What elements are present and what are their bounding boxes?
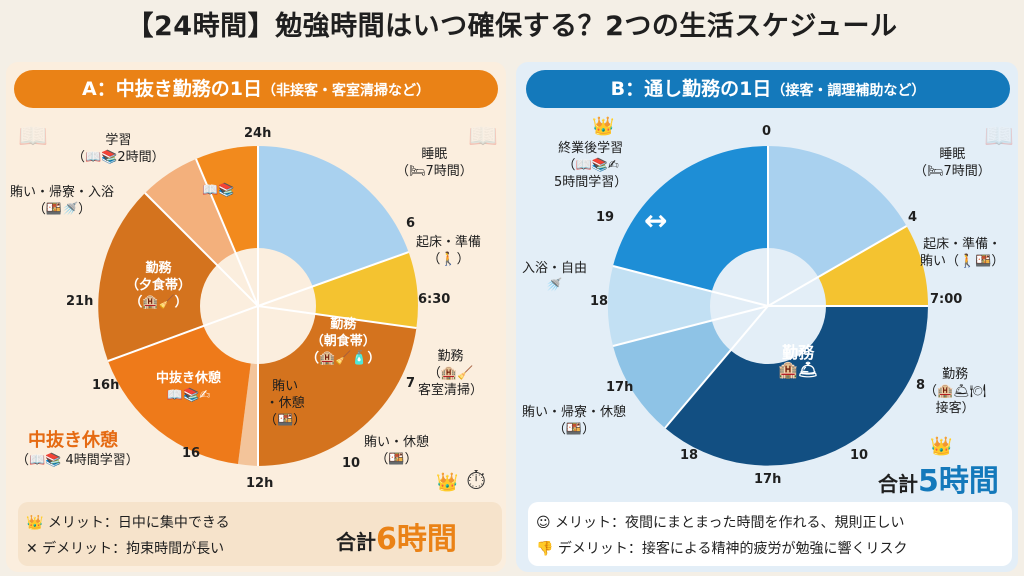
label-work: 勤務 （🏨🛎🍽 接客） xyxy=(924,367,987,416)
tick-6: 6 xyxy=(406,216,416,231)
crown-icon: 👑 xyxy=(930,436,953,457)
inner-break: 中抜き休憩 📖📚✍ xyxy=(156,371,222,403)
summary-b: ☺ メリット：夜間にまとまった時間を作れる、規則正しい 👎 デメリット：接客によ… xyxy=(528,502,1012,566)
summary-a: 👑 メリット：日中に集中できる ✕ デメリット：拘束時間が長い 合計6時間 xyxy=(18,502,502,566)
inner-study-icon: 📖📚 xyxy=(202,183,235,198)
tick-12h: 12h xyxy=(246,476,274,491)
tick-16h: 16h xyxy=(92,378,120,393)
callout-break-sub: （📖📚 4時間学習） xyxy=(16,453,139,468)
label-wake: 起床・準備 （🚶） xyxy=(416,235,482,267)
page-title: 【24時間】勉強時間はいつ確保する？2つの生活スケジュール xyxy=(126,11,898,42)
book-icon: 📖 xyxy=(18,122,48,150)
merit-a: 👑 メリット：日中に集中できる xyxy=(26,515,230,531)
tick-21h: 21h xyxy=(66,294,94,309)
tick-10: 10 xyxy=(850,448,869,463)
stopwatch-icon: ⏱ xyxy=(466,466,487,496)
inner-rest: 賄い ・休憩 （🍱） xyxy=(264,379,307,428)
demerit-a: ✕ デメリット：拘束時間が長い xyxy=(26,541,225,557)
callout-break: 中抜き休憩 xyxy=(28,430,118,451)
book-icon: 📖 xyxy=(984,122,1014,150)
tick-10: 10 xyxy=(342,456,361,471)
tick-700: 7:00 xyxy=(930,292,963,307)
merit-b: ☺ メリット：夜間にまとまった時間を作れる、規則正しい xyxy=(536,515,905,531)
chart-b xyxy=(607,145,928,466)
inner-morning: 勤務 （朝食帯） （🏨🧹🧴） xyxy=(306,317,381,366)
label-meal: 賄い・帰寮・入浴 （🍱🚿） xyxy=(10,185,115,217)
total-b: 合計5時間 xyxy=(878,464,999,499)
double-arrow-icon: ↔ xyxy=(644,204,668,237)
label-work: 勤務 （🏨🧹 客室清掃） xyxy=(418,349,484,398)
label-meal: 賄い・帰寮・休憩 （🍱） xyxy=(522,405,627,437)
total-a: 合計6時間 xyxy=(336,522,457,557)
segment-work xyxy=(665,306,928,466)
panel-b: B：通し勤務の1日（接客・調理補助など） 📖 0 4 7:00 8 10 17h… xyxy=(516,62,1018,572)
tick-0: 0 xyxy=(762,124,772,139)
tick-24h: 24h xyxy=(244,126,272,141)
crown-icon: 👑 xyxy=(592,116,615,137)
tick-16: 16 xyxy=(182,446,201,461)
segment-bath xyxy=(607,266,768,346)
label-study: 学習 （📖📚2時間） xyxy=(72,133,165,165)
panel-b-banner: B：通し勤務の1日（接客・調理補助など） xyxy=(526,70,1010,108)
crown-icon: 👑 xyxy=(436,472,459,493)
tick-7: 7 xyxy=(406,376,416,391)
book-icon: 📖 xyxy=(468,122,498,150)
label-bath: 入浴・自由 🚿 xyxy=(522,261,588,293)
panel-a: A：中抜き勤務の1日（非接客・客室清掃など） 📖 📖 24h xyxy=(6,62,506,572)
tick-19: 19 xyxy=(596,210,615,225)
tick-4: 4 xyxy=(908,210,918,225)
label-meal2: 賄い・休憩 （🍱） xyxy=(364,435,430,467)
tick-18-left: 18 xyxy=(590,294,609,309)
tick-630: 6:30 xyxy=(418,292,451,307)
label-wake: 起床・準備・ 賄い（🚶🍱） xyxy=(920,237,1005,269)
inner-dinner: 勤務 （夕食帯） （🏨🧹） xyxy=(126,261,192,310)
tick-18-bottom: 18 xyxy=(680,448,699,463)
label-sleep: 睡眠 （🛏7時間） xyxy=(914,147,991,179)
label-study: 終業後学習 （📖📚✍ 5時間学習） xyxy=(554,141,628,190)
label-sleep: 睡眠 （🛏7時間） xyxy=(396,147,473,179)
tick-17h-bottom: 17h xyxy=(754,472,782,487)
inner-work: 勤務 🏨🛎 xyxy=(778,343,819,379)
chart-a xyxy=(98,146,418,466)
demerit-b: 👎 デメリット：接客による精神的疲労が勉強に響くリスク xyxy=(536,541,908,557)
tick-17h-left: 17h xyxy=(606,380,634,395)
tick-8: 8 xyxy=(916,378,926,393)
panel-a-banner: A：中抜き勤務の1日（非接客・客室清掃など） xyxy=(14,70,498,108)
